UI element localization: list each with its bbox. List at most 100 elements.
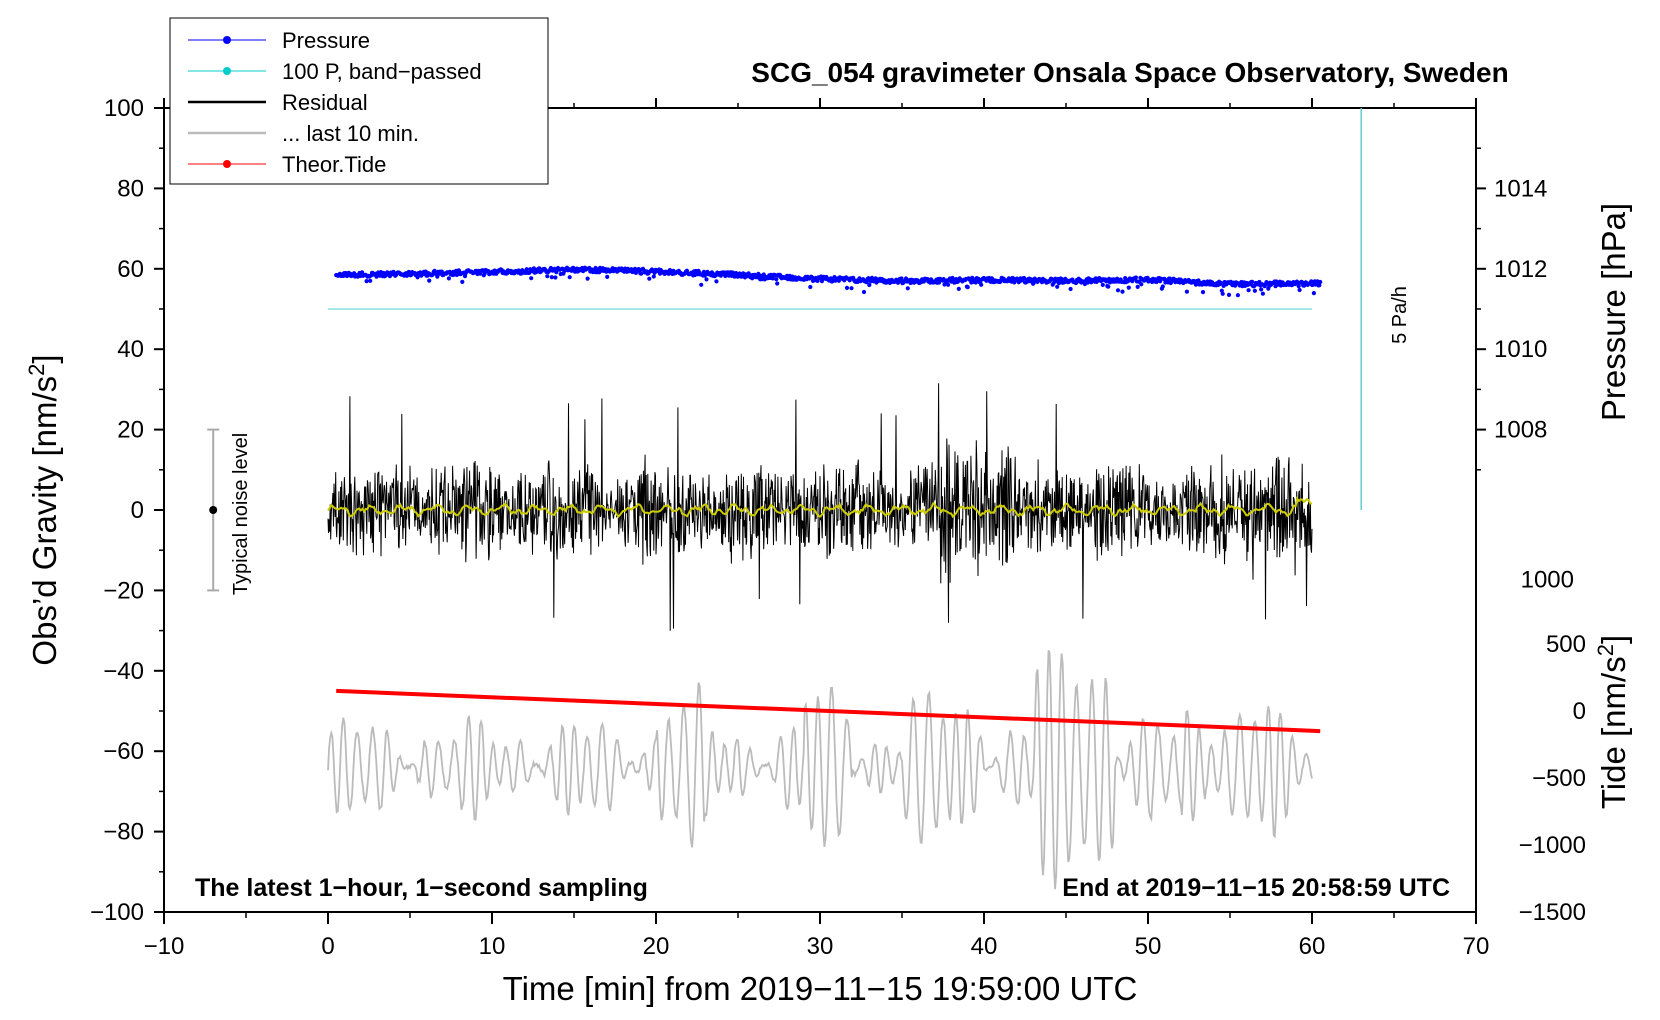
pressure-point (1184, 289, 1189, 294)
scale-bar-label: 5 Pa/h (1389, 286, 1411, 344)
theor-tide-series (336, 688, 1321, 734)
pressure-point (1115, 288, 1121, 293)
x-tick-label: 70 (1463, 933, 1490, 960)
pressure-point (427, 278, 432, 283)
x-tick-label: 50 (1135, 933, 1162, 960)
pressure-point (808, 284, 813, 290)
pressure-point (1160, 284, 1165, 289)
pressure-point (1139, 282, 1144, 287)
tide-tick-label: −1000 (1519, 832, 1586, 859)
pressure-point (545, 274, 550, 279)
x-tick-label: 20 (643, 933, 670, 960)
pressure-point (1200, 290, 1206, 295)
pressure-point (567, 275, 572, 280)
pressure-point (1104, 279, 1109, 284)
y-axis-label-pressure: Pressure [hPa] (1595, 203, 1632, 421)
pressure-point (775, 281, 780, 286)
pressure-point (529, 276, 534, 281)
pressure-point (979, 282, 984, 287)
pressure-point (524, 267, 529, 272)
pressure-tick-label: 1012 (1494, 256, 1547, 283)
pressure-point (1068, 286, 1073, 292)
legend-label: Pressure (282, 28, 370, 53)
pressure-point (946, 282, 951, 287)
residual-smoothed-line (327, 496, 1313, 519)
y-tick-label: 60 (117, 256, 144, 283)
theor-tide-line (336, 688, 1321, 734)
y-tick-label: −60 (103, 738, 144, 765)
pressure-point (1106, 284, 1111, 289)
pressure-point (1317, 283, 1322, 288)
pressure-point (973, 280, 978, 285)
y-axis-label-gravity-end: ] (26, 354, 63, 363)
pressure-point (774, 277, 779, 282)
pressure-point (956, 286, 961, 291)
legend-label: Residual (282, 90, 368, 115)
y-axis-label-tide: Tide [nm/s2] (1593, 635, 1632, 809)
last-10-min-series (327, 649, 1313, 890)
pressure-point (1296, 284, 1301, 289)
pressure-point (1246, 288, 1251, 293)
pressure-point (861, 289, 867, 295)
legend-entries: Pressure 100 P, band−passed Residual ... la… (188, 28, 482, 177)
pressure-point (1133, 275, 1138, 280)
residual-smoothed-series (327, 496, 1313, 519)
legend-label: 100 P, band−passed (282, 59, 482, 84)
pressure-point (844, 285, 850, 290)
pressure-point (1126, 285, 1131, 290)
legend-label: ... last 10 min. (282, 121, 419, 146)
pressure-point (965, 285, 970, 290)
x-axis-label: Time [min] from 2019−11−15 19:59:00 UTC (503, 970, 1138, 1007)
pressure-point (699, 282, 704, 287)
pressure-tick-label: 1014 (1494, 175, 1547, 202)
pressure-point (937, 280, 942, 285)
last-10-min-line (327, 649, 1313, 890)
tide-tick-label: 500 (1546, 631, 1586, 658)
pressure-point (1100, 282, 1105, 287)
tide-tick-label: −500 (1532, 765, 1586, 792)
legend-swatch-dot (223, 67, 231, 75)
noise-bar-center-dot (209, 506, 218, 514)
legend-swatch-dot (223, 36, 231, 44)
pressure-point (585, 276, 590, 281)
pressure-point (1196, 278, 1201, 283)
series-layer (327, 265, 1323, 890)
tide-tick-label: −1500 (1519, 899, 1586, 926)
pressure-point (704, 277, 709, 282)
y-tick-label: 20 (117, 417, 144, 444)
pressure-point (899, 276, 904, 281)
pressure-point (1218, 280, 1223, 285)
pressure-point (1309, 279, 1314, 284)
pressure-point (651, 274, 656, 279)
y-axis-label-tide-text: Tide [nm/s (1595, 656, 1632, 809)
tick-layer: −10 0 10 20 30 40 50 60 70−100−80−60−40−20020406… (90, 95, 1586, 960)
y-tick-label: −80 (103, 819, 144, 846)
y-axis-label-gravity-text: Obs’d Gravity [nm/s (26, 376, 63, 666)
pressure-point (647, 276, 652, 281)
y-tick-label: −20 (103, 577, 144, 604)
pressure-point (905, 286, 910, 291)
x-tick-label: 10 (479, 933, 506, 960)
pressure-point (1297, 287, 1302, 293)
legend-label: Theor.Tide (282, 152, 386, 177)
pressure-point (1235, 293, 1240, 298)
pressure-point (1120, 289, 1125, 294)
y-tick-label: 0 (131, 497, 144, 524)
legend: Pressure 100 P, band−passed Residual ... la… (169, 17, 549, 185)
noise-level-label: Typical noise level (230, 433, 252, 595)
pressure-point (714, 279, 719, 284)
noise-level-bar (207, 428, 220, 592)
legend-swatch-dot (223, 160, 231, 168)
pressure-point (368, 278, 373, 283)
pressure-point (1260, 291, 1265, 296)
pressure-point (950, 275, 955, 281)
pressure-point (1311, 291, 1316, 296)
y-axis-label-gravity-sup: 2 (24, 364, 49, 376)
pressure-tick-label: 1010 (1494, 336, 1547, 363)
y-tick-label: −40 (103, 658, 144, 685)
pressure-point (849, 286, 854, 291)
pressure-point (454, 272, 460, 277)
y-axis-label-gravity: Obs’d Gravity [nm/s2] (24, 354, 63, 665)
pressure-point (1250, 279, 1255, 284)
y-tick-label: 80 (117, 175, 144, 202)
